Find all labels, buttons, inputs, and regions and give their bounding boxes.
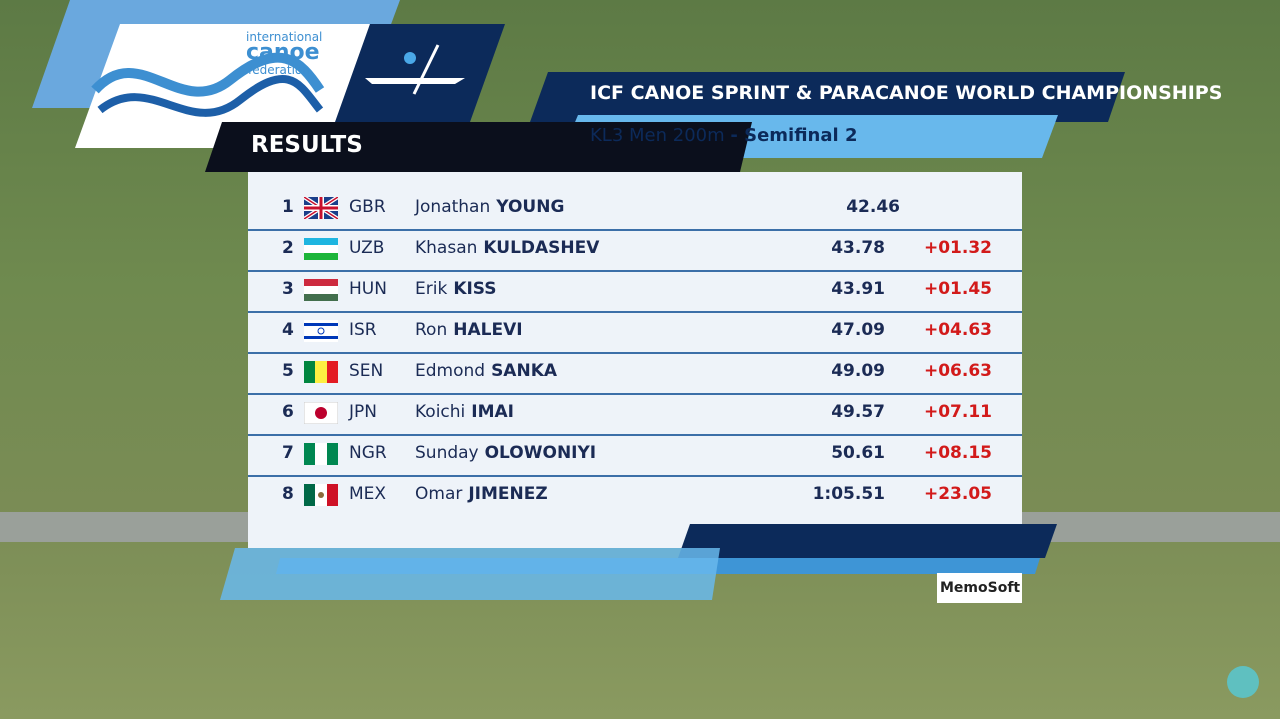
rank: 7 — [282, 443, 294, 463]
first-name: Erik — [415, 279, 448, 299]
rank: 8 — [282, 484, 294, 504]
last-name: OLOWONIYI — [484, 443, 597, 463]
title: ICF CANOE SPRINT & PARACANOE WORLD CHAMP… — [590, 82, 1223, 104]
result-row: 8 MEX Omar JIMENEZ 1:05.51 +23.05 — [248, 475, 1022, 516]
country: UZB — [349, 238, 385, 258]
flag — [304, 279, 338, 301]
result-row: 1 GBR Jonathan YOUNG 42.46 — [248, 188, 1022, 231]
first-name: Sunday — [415, 443, 479, 463]
canoe-icon — [365, 78, 465, 84]
time-behind: +04.63 — [923, 320, 992, 340]
flag — [304, 197, 338, 219]
country: NGR — [349, 443, 387, 463]
paddle-icon — [412, 44, 440, 95]
first-name: Ron — [415, 320, 448, 340]
country: MEX — [349, 484, 387, 504]
result-row: 7 NGR Sunday OLOWONIYI 50.61 +08.15 — [248, 434, 1022, 477]
last-name: SANKA — [491, 361, 558, 381]
time: 42.46 — [846, 197, 900, 217]
footer-bar — [220, 548, 720, 600]
flag — [304, 402, 338, 424]
last-name: IMAI — [471, 402, 515, 422]
rank: 6 — [282, 402, 294, 422]
last-name: KISS — [453, 279, 497, 299]
time: 1:05.51 — [812, 484, 885, 504]
first-name: Edmond — [415, 361, 486, 381]
sponsor-box — [937, 573, 1022, 603]
flag — [304, 361, 338, 383]
time: 47.09 — [831, 320, 885, 340]
country: ISR — [349, 320, 377, 340]
last-name: JIMENEZ — [468, 484, 548, 504]
paracanoe-box — [335, 24, 505, 122]
last-name: HALEVI — [453, 320, 523, 340]
time: 43.91 — [831, 279, 885, 299]
footer-bar — [678, 524, 1057, 558]
rank: 5 — [282, 361, 294, 381]
first-name: Khasan — [415, 238, 478, 258]
sponsor: MemoSoft — [940, 580, 1021, 596]
time-behind: +07.11 — [923, 402, 992, 422]
first-name: Omar — [415, 484, 463, 504]
flag — [304, 484, 338, 506]
rank: 4 — [282, 320, 294, 340]
logo-text: federation — [248, 63, 310, 77]
phase: - Semifinal 2 — [730, 125, 858, 146]
subtitle: KL3 Men 200m - Semifinal 2 — [590, 125, 857, 146]
flag — [304, 238, 338, 260]
logo-text: canoe — [246, 40, 320, 65]
wave — [91, 52, 325, 97]
athlete-icon — [404, 52, 416, 64]
time-behind: +23.05 — [923, 484, 992, 504]
time: 49.57 — [831, 402, 885, 422]
results-panel — [248, 172, 1022, 548]
last-name: KULDASHEV — [483, 238, 600, 258]
results-bar — [205, 122, 752, 172]
first-name: Jonathan — [415, 197, 491, 217]
time-behind: +06.63 — [923, 361, 992, 381]
flag — [304, 320, 338, 342]
first-name: Koichi — [415, 402, 466, 422]
rank: 3 — [282, 279, 294, 299]
time-behind: +01.32 — [923, 238, 992, 258]
time-behind: +08.15 — [923, 443, 992, 463]
logo-text: international — [246, 30, 323, 44]
flag — [304, 443, 338, 465]
rank: 2 — [282, 238, 294, 258]
result-row: 5 SEN Edmond SANKA 49.09 +06.63 — [248, 352, 1022, 395]
channel-logo — [1227, 666, 1259, 698]
country: GBR — [349, 197, 386, 217]
country: HUN — [349, 279, 387, 299]
time-behind: +01.45 — [923, 279, 992, 299]
time: 43.78 — [831, 238, 885, 258]
time: 49.09 — [831, 361, 885, 381]
event: KL3 Men 200m — [590, 125, 725, 146]
wave — [97, 75, 324, 117]
result-row: 3 HUN Erik KISS 43.91 +01.45 — [248, 270, 1022, 313]
rank: 1 — [282, 197, 294, 217]
results-label: RESULTS — [251, 132, 363, 158]
result-row: 4 ISR Ron HALEVI 47.09 +04.63 — [248, 311, 1022, 354]
last-name: YOUNG — [496, 197, 565, 217]
result-row: 2 UZB Khasan KULDASHEV 43.78 +01.32 — [248, 229, 1022, 272]
result-row: 6 JPN Koichi IMAI 49.57 +07.11 — [248, 393, 1022, 436]
title-bar — [530, 72, 1125, 122]
country: JPN — [349, 402, 377, 422]
time: 50.61 — [831, 443, 885, 463]
country: SEN — [349, 361, 384, 381]
